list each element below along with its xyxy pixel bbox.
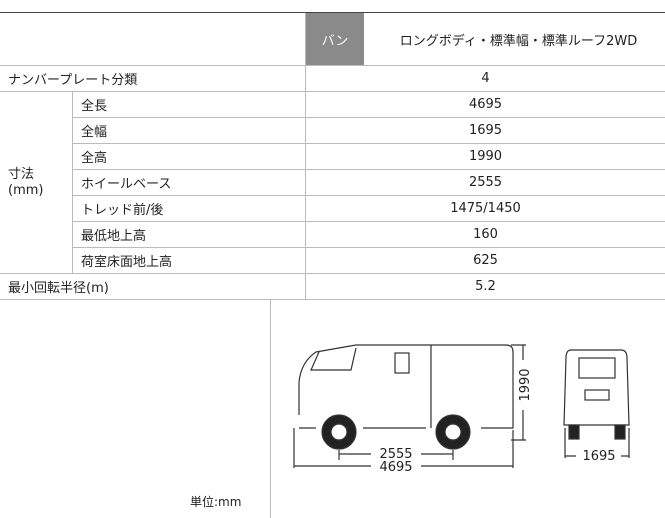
label: 最小回転半径(m) <box>0 273 306 300</box>
dim-line <box>511 344 526 441</box>
hub <box>330 423 348 441</box>
label: トレッド前/後 <box>72 195 306 222</box>
dim-line <box>338 450 454 460</box>
van-side <box>298 344 514 429</box>
hub <box>444 423 462 441</box>
value: 160 <box>304 221 665 248</box>
unit-note: 単位:mm <box>190 495 242 509</box>
dim-line <box>564 428 630 458</box>
dim-line <box>293 428 514 468</box>
label: 荷室床面地上高 <box>72 247 306 274</box>
value: 1990 <box>304 143 665 170</box>
label: 全幅 <box>72 117 306 144</box>
value: 1695 <box>304 117 665 144</box>
tire <box>568 424 580 440</box>
tire <box>614 424 626 440</box>
plate <box>584 389 610 401</box>
group-unit: (mm) <box>8 182 44 198</box>
label: ナンバープレート分類 <box>0 65 306 92</box>
value: 5.2 <box>304 273 665 300</box>
label: 全高 <box>72 143 306 170</box>
value: 1475/1450 <box>304 195 665 222</box>
divider <box>270 300 271 518</box>
window <box>310 347 357 371</box>
value: 4695 <box>304 91 665 118</box>
model: ロングボディ・標準幅・標準ルーフ2WD <box>363 12 665 66</box>
spec-table: バン ロングボディ・標準幅・標準ルーフ2WD ナンバープレート分類 4 寸法 (mm)… <box>0 12 665 300</box>
van-diagram: 2555 4695 1990 1695 <box>293 344 630 475</box>
group: 寸法 (mm) <box>0 91 73 274</box>
value: 625 <box>304 247 665 274</box>
group-label: 寸法 <box>8 166 35 182</box>
blank <box>0 12 306 66</box>
dim-label: 1695 <box>582 449 615 464</box>
dim-label: 4695 <box>379 460 412 475</box>
grade: バン <box>304 12 364 66</box>
label: ホイールベース <box>72 169 306 196</box>
value: 2555 <box>304 169 665 196</box>
window <box>394 352 410 374</box>
dim-label: 2555 <box>379 447 412 462</box>
dim-label: 1990 <box>518 368 533 401</box>
van-rear <box>563 349 630 426</box>
label: 最低地上高 <box>72 221 306 248</box>
value: 4 <box>304 65 665 92</box>
label: 全長 <box>72 91 306 118</box>
rear-window <box>578 357 616 379</box>
